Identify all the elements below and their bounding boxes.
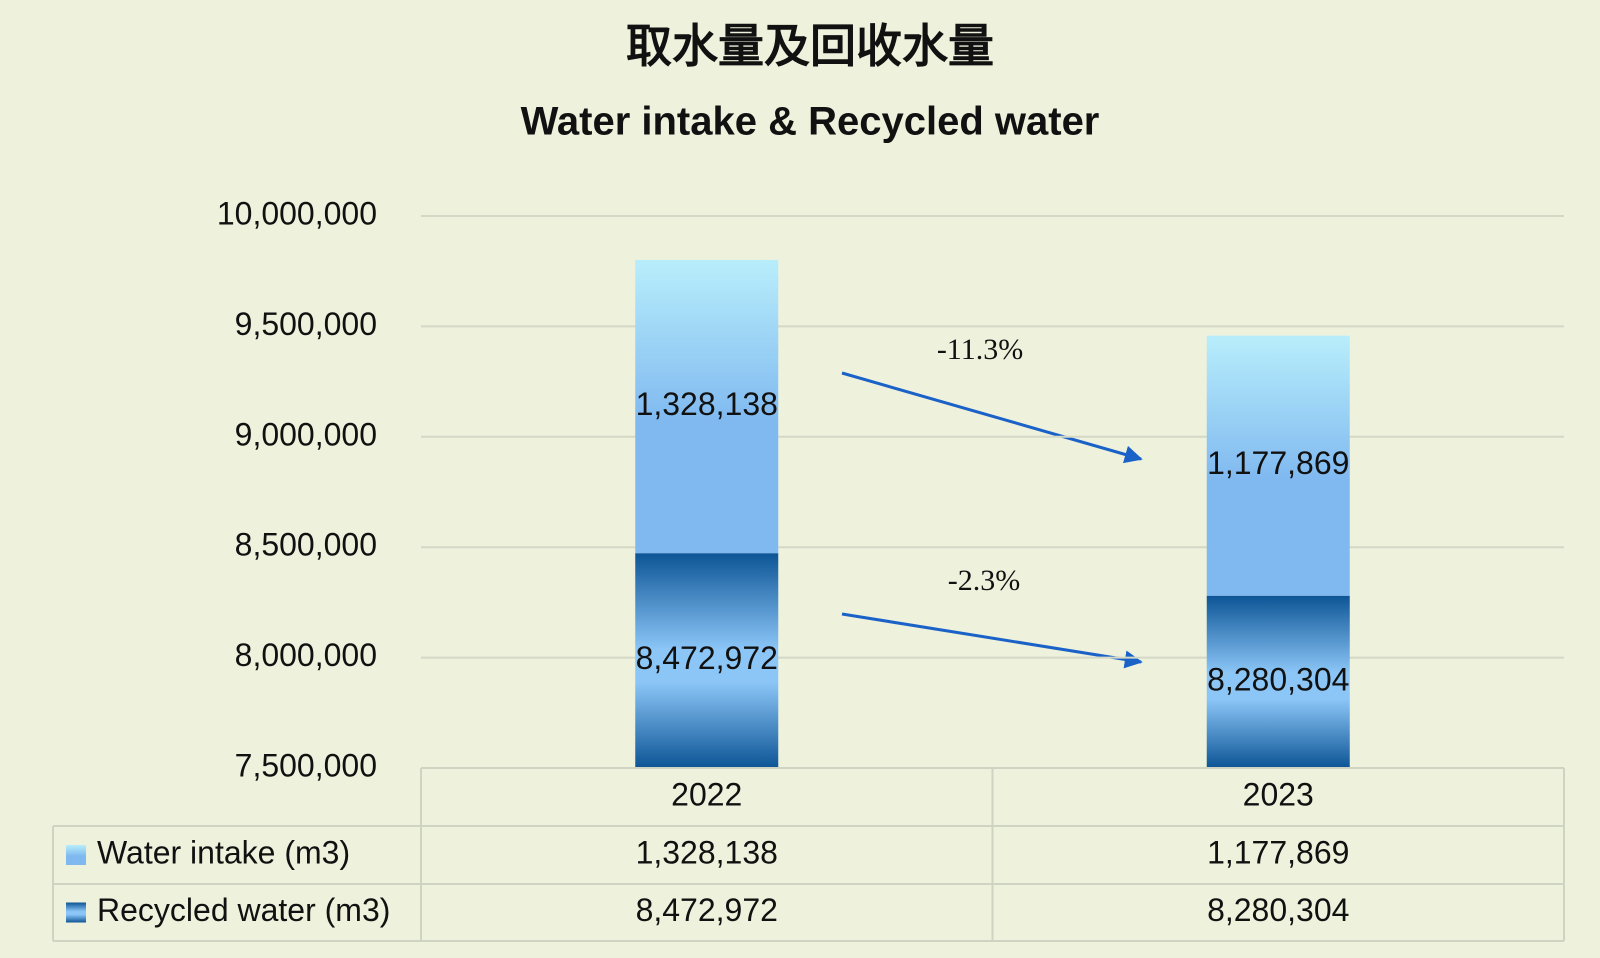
legend-label: Recycled water (m3) — [97, 892, 390, 928]
bar-segment — [1206, 595, 1350, 768]
y-tick-label: 8,000,000 — [235, 637, 377, 673]
table-value: 1,328,138 — [636, 834, 778, 870]
y-tick-label: 10,000,000 — [217, 195, 377, 231]
value-label: 1,177,869 — [1207, 445, 1349, 481]
table-value: 8,280,304 — [1207, 892, 1349, 928]
y-tick-label: 8,500,000 — [235, 527, 377, 563]
y-tick-label: 9,000,000 — [235, 416, 377, 452]
chart-title: 取水量及回收水量 — [626, 20, 994, 72]
legend-label: Water intake (m3) — [97, 834, 350, 870]
value-label: 8,472,972 — [636, 640, 778, 676]
legend-swatch — [66, 845, 86, 865]
chart-subtitle: Water intake & Recycled water — [521, 100, 1100, 144]
value-label: 8,280,304 — [1207, 661, 1349, 697]
bar-segment — [1206, 335, 1350, 596]
value-label: 1,328,138 — [636, 386, 778, 422]
x-tick-label: 2023 — [1243, 776, 1314, 812]
trend-arrow — [841, 612, 1143, 669]
bar-segment — [635, 259, 779, 554]
table-value: 8,472,972 — [636, 892, 778, 928]
annotation: -2.3% — [948, 564, 1020, 597]
x-tick-label: 2022 — [671, 776, 742, 812]
table-value: 1,177,869 — [1207, 834, 1349, 870]
y-tick-label: 7,500,000 — [235, 747, 377, 783]
legend-swatch — [66, 902, 86, 923]
bar-segment — [635, 553, 779, 768]
y-tick-label: 9,500,000 — [235, 306, 377, 342]
trend-arrow — [841, 371, 1143, 464]
annotation: -11.3% — [937, 333, 1023, 366]
